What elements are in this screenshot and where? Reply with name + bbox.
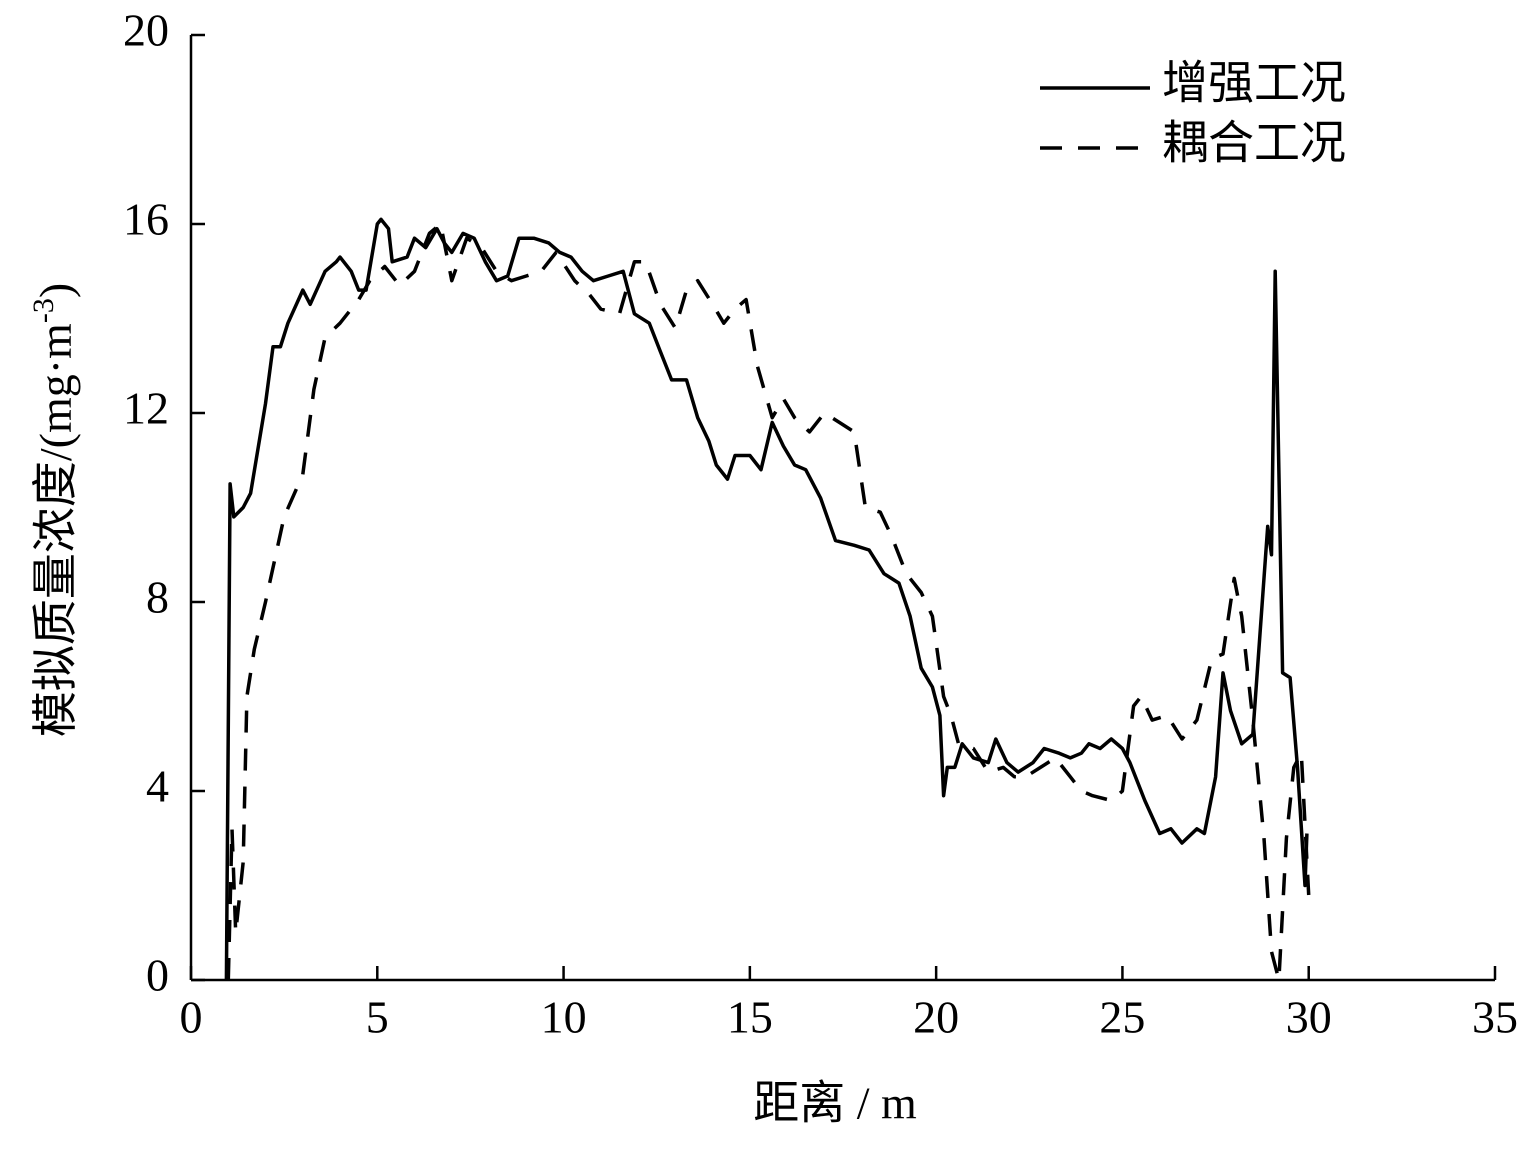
y-tick-label: 20 (123, 5, 169, 56)
x-tick-label: 5 (366, 992, 389, 1043)
legend-label: 增强工况 (1162, 58, 1346, 109)
x-tick-label: 0 (180, 992, 203, 1043)
x-tick-label: 25 (1099, 992, 1145, 1043)
line-series (224, 217, 1309, 981)
x-axis-label: 距离 / m (753, 1078, 917, 1129)
x-tick-label: 35 (1472, 992, 1518, 1043)
y-label-main: 模拟质量浓度/(mg·m (30, 323, 81, 737)
y-label-end: ) (30, 283, 81, 298)
y-tick-label: 16 (123, 194, 169, 245)
x-tick-label: 10 (541, 992, 587, 1043)
x-tick-label: 30 (1286, 992, 1332, 1043)
line-series (226, 222, 1311, 982)
y-label-sup: -3 (27, 298, 60, 323)
y-tick-label: 0 (146, 950, 169, 1001)
y-tick-label: 8 (146, 572, 169, 623)
legend-label: 耦合工况 (1162, 118, 1346, 169)
y-axis-label: 模拟质量浓度/(mg·m-3) (27, 283, 81, 737)
x-tick-label: 20 (913, 992, 959, 1043)
y-tick-label: 12 (123, 383, 169, 434)
y-tick-label: 4 (146, 761, 169, 812)
x-tick-label: 15 (727, 992, 773, 1043)
